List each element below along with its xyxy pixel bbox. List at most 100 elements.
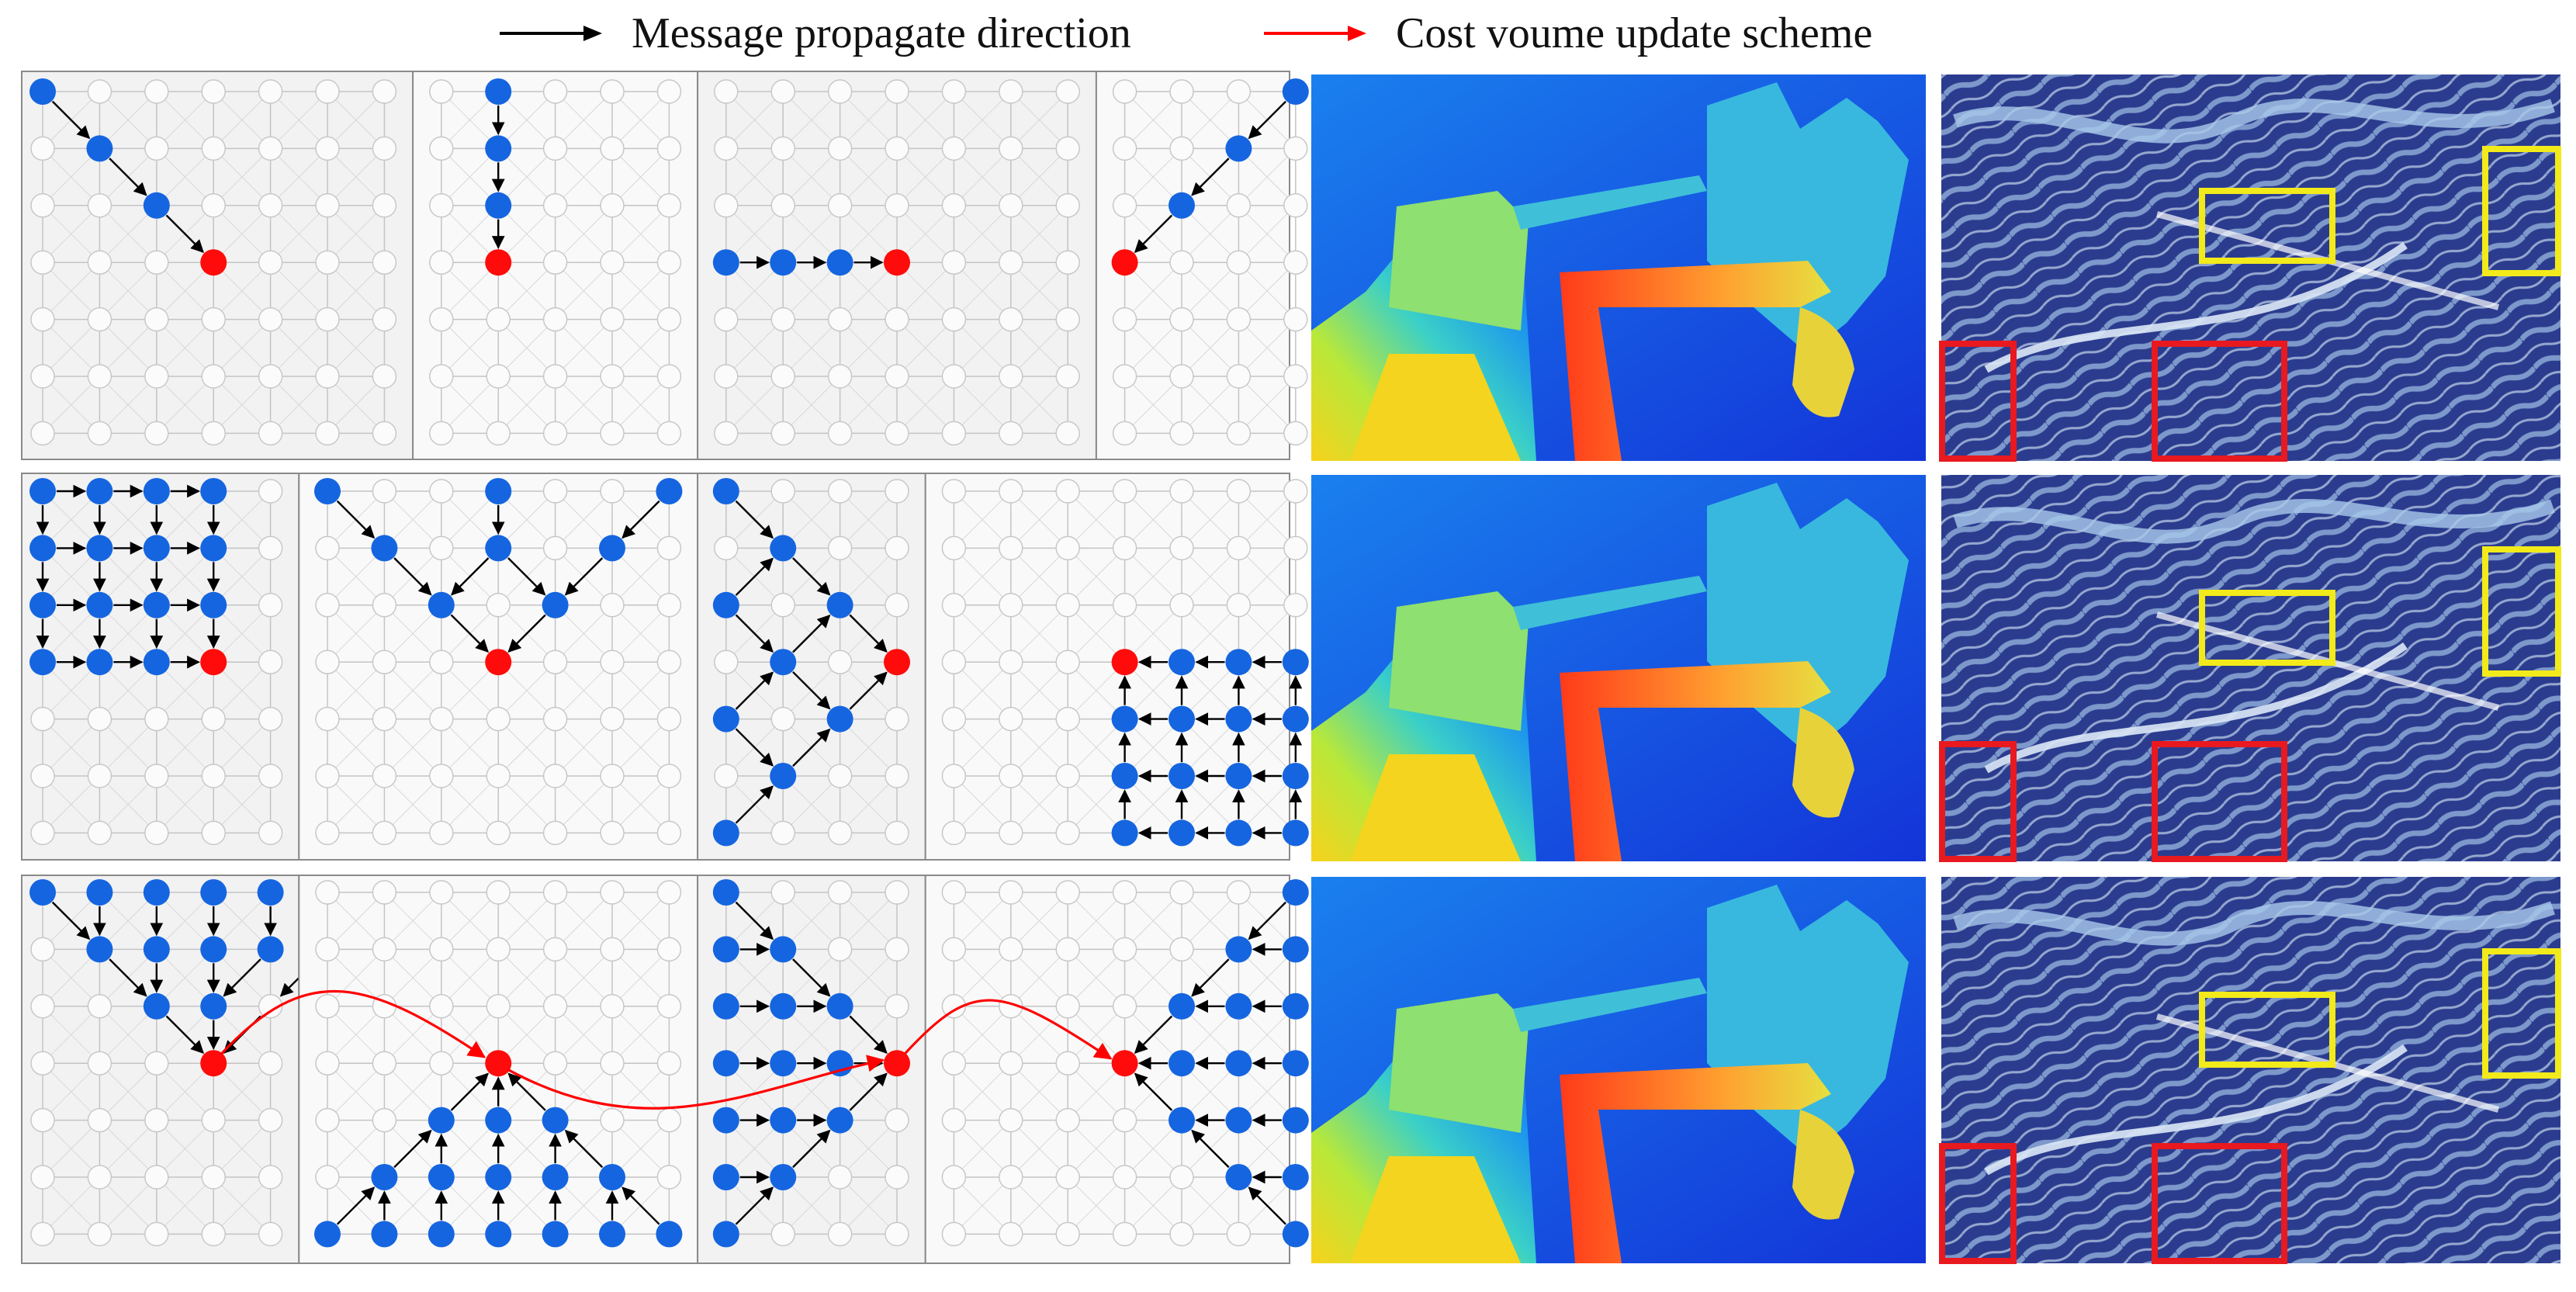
grid-node [656,1051,682,1076]
blue-node [1225,1164,1252,1190]
grid-line [1010,775,1068,833]
grid-line [1181,604,1239,663]
grid-node [201,136,226,161]
grid-line [555,262,613,320]
grid-line [1238,1120,1297,1178]
grid-line [1181,548,1239,606]
blue-node [371,1221,398,1248]
grid-node [600,136,625,161]
error-map-1 [1939,74,2561,462]
propagation-arrow [223,958,261,997]
grid-node [1112,1165,1137,1190]
grid-node [600,937,625,962]
propagation-arrow [849,1015,888,1054]
grid-line [441,490,499,549]
grid-line [327,319,385,377]
propagation-arrow [849,671,888,710]
grid-node [30,1051,55,1076]
grid-line [954,1006,1012,1064]
grid-line [725,1120,784,1178]
grid-node [429,535,454,561]
grid-node [542,820,568,846]
grid-node [315,994,340,1019]
propagation-arrow [393,557,432,596]
propagation-arrow [792,958,831,997]
grid-node [1169,364,1194,389]
blue-node [1282,1164,1309,1190]
blue-node [1169,1050,1195,1077]
grid-line [270,376,328,434]
blue-node [371,1164,398,1190]
blue-node [29,649,56,676]
error-shade [1941,475,2560,861]
grid-node [1283,136,1308,161]
blue-node [712,478,739,504]
grid-node [714,535,739,561]
grid-node [827,136,853,161]
grid-line [497,1120,556,1178]
grid-line [840,490,898,549]
grid-line [156,262,214,320]
grid-node [770,364,795,389]
grid-line [555,376,613,434]
grid-node [941,421,967,446]
blue-node [1169,1107,1195,1134]
red-node [485,649,512,676]
grid-line [1067,604,1125,663]
grid-line [497,892,556,950]
grid-node [999,193,1023,218]
grid-node [941,1221,967,1247]
legend-cost-label: Cost voume update scheme [1396,9,1873,57]
grid-node [827,820,853,846]
grid-node [827,649,853,674]
grid-line [384,949,442,1007]
grid-line [99,319,158,377]
blue-node [770,535,797,562]
arm-end [1792,1110,1854,1220]
blue-node [599,1221,625,1248]
blue-node [485,1221,512,1248]
grid-line [99,490,158,549]
grid-line [611,91,670,149]
grid-line [327,148,385,206]
grid-node [999,880,1023,905]
propagation-arrow [1191,158,1230,196]
grid-line [782,376,840,434]
grid-line [270,262,328,320]
grid-node [144,136,169,161]
propagation-arrow [792,615,831,653]
blue-node [485,135,512,162]
grid-node [87,764,113,788]
blue-node [1282,992,1309,1020]
grid-line [1067,548,1125,606]
grid-line [42,548,100,606]
grid-node [999,136,1023,161]
grid-line [213,91,271,149]
diagram-row-3 [21,875,1309,1264]
grid-node [315,136,340,161]
grid-line [441,949,499,1007]
grid-node [1169,535,1194,561]
grid-line [441,91,499,149]
grid-line [611,775,670,833]
propagation-arrow [735,557,774,596]
grid-node [372,479,397,504]
grid-line [1010,548,1068,606]
grid-node [87,1051,113,1076]
grid-line [497,376,556,434]
grid-node [87,1107,113,1133]
grid-line [441,262,499,320]
grid-line [1067,1062,1125,1121]
grid-line [99,1006,158,1064]
grid-node [656,250,682,275]
grid-line [497,319,556,377]
blue-node [770,1107,797,1134]
grid-node [1055,706,1080,732]
grid-node [30,421,55,446]
grid-line [384,661,442,719]
grid-node [1169,479,1194,504]
propagation-arrow [1134,214,1173,253]
grid-node [600,820,625,846]
propagation-arrow [1248,100,1286,140]
grid-line [384,1176,442,1235]
